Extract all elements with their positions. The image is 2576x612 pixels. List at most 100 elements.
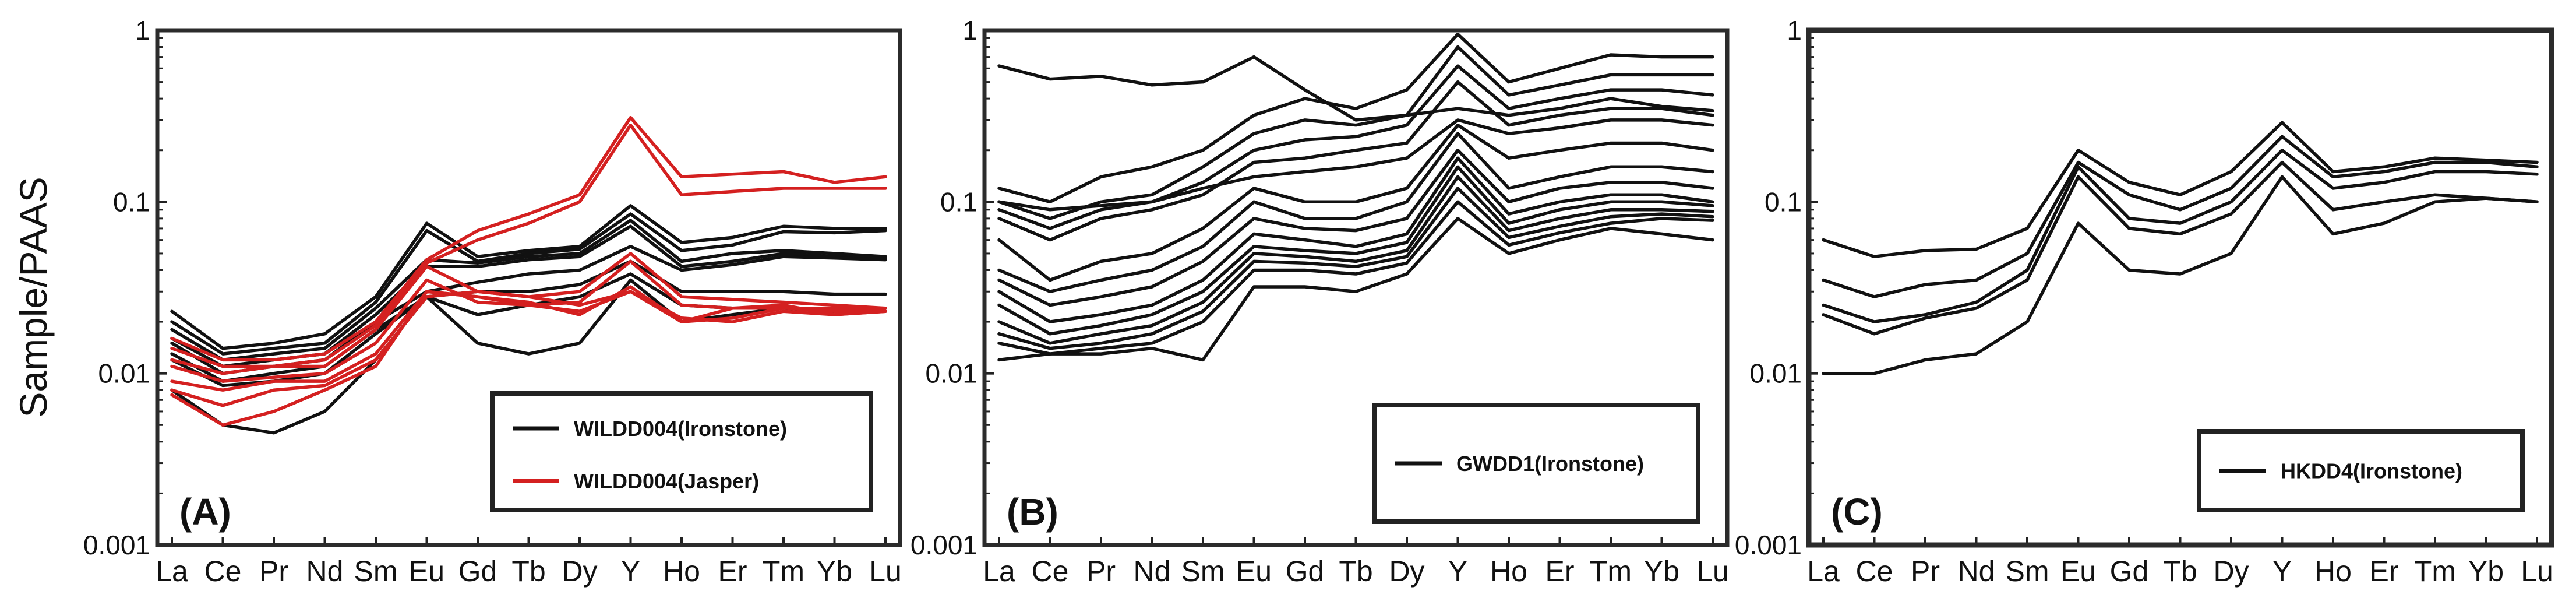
y-axis-label: Sample/PAAS: [12, 177, 55, 417]
legend-entry-label: GWDD1(Ironstone): [1456, 452, 1644, 476]
x-tick-label-ho: Ho: [2314, 555, 2352, 588]
x-tick-label-ce: Ce: [204, 555, 242, 588]
y-tick-label: 0.01: [925, 358, 978, 389]
series-line-jasper-15: [170, 290, 887, 427]
y-tick-label: 0.01: [1749, 358, 1802, 389]
x-tick-label-la: La: [983, 555, 1015, 588]
series-line-ironstone-1: [997, 55, 1714, 122]
series-line-ironstone-9: [997, 148, 1714, 307]
x-tick-label-tm: Tm: [763, 555, 804, 588]
x-tick-label-dy: Dy: [2213, 555, 2249, 588]
series-line-ironstone-7: [997, 123, 1714, 282]
series-line-ironstone-1: [170, 204, 887, 350]
x-tick-label-eu: Eu: [1236, 555, 1272, 588]
x-tick-label-nd: Nd: [306, 555, 344, 588]
series-line-ironstone-2: [1822, 135, 2539, 298]
x-tick-label-ho: Ho: [663, 555, 700, 588]
series-line-ironstone-3: [997, 45, 1714, 220]
y-tick-label: 1: [135, 15, 150, 45]
x-tick-label-dy: Dy: [1389, 555, 1424, 588]
x-tick-label-ce: Ce: [1856, 555, 1893, 588]
y-tick-label: 0.1: [113, 187, 150, 217]
legend-entry-label: WILDD004(Ironstone): [574, 417, 787, 441]
series-line-jasper-12: [170, 259, 887, 383]
y-tick-label: 0.1: [1765, 187, 1802, 217]
plot-frame: [1806, 27, 2554, 548]
series-line-ironstone-4: [1822, 160, 2539, 336]
legend-box: [490, 391, 873, 512]
series-line-ironstone-5: [997, 80, 1714, 242]
x-tick-label-gd: Gd: [1286, 555, 1325, 588]
x-tick-label-nd: Nd: [1134, 555, 1171, 588]
x-tick-label-y: Y: [2272, 555, 2292, 588]
x-tick-label-eu: Eu: [409, 555, 444, 588]
x-tick-label-tb: Tb: [1339, 555, 1372, 588]
series-line-ironstone-6: [997, 118, 1714, 212]
x-tick-label-lu: Lu: [2521, 555, 2553, 588]
x-tick-label-la: La: [156, 555, 188, 588]
x-tick-label-sm: Sm: [2006, 555, 2049, 588]
series-line-ironstone-3: [170, 219, 887, 362]
y-tick-label: 1: [1787, 15, 1802, 45]
series-line-ironstone-11: [997, 165, 1714, 336]
x-tick-label-yb: Yb: [1644, 555, 1679, 588]
x-tick-label-dy: Dy: [562, 555, 597, 588]
x-tick-label-er: Er: [2370, 555, 2399, 588]
x-tick-label-tm: Tm: [2414, 555, 2456, 588]
series-line-ironstone-15: [997, 217, 1714, 362]
series-line-jasper-14: [170, 290, 887, 407]
plot-frame: [982, 28, 1730, 547]
x-tick-label-ce: Ce: [1032, 555, 1069, 588]
series-line-jasper-13: [170, 285, 887, 392]
panel-label: (B): [1007, 491, 1058, 533]
legend-entry-label: HKDD4(Ironstone): [2281, 459, 2462, 483]
series-line-ironstone-8: [997, 132, 1714, 293]
series-line-ironstone-4: [997, 64, 1714, 230]
panel-label: (A): [179, 491, 231, 533]
x-tick-label-y: Y: [621, 555, 640, 588]
y-tick-label: 0.001: [911, 530, 978, 560]
panel-label: (C): [1831, 491, 1883, 533]
y-tick-label: 0.001: [83, 530, 150, 560]
x-tick-label-tm: Tm: [1590, 555, 1632, 588]
x-tick-label-pr: Pr: [1086, 555, 1116, 588]
series-line-ironstone-12: [997, 175, 1714, 345]
series-line-ironstone-2: [170, 212, 887, 356]
x-tick-label-gd: Gd: [458, 555, 497, 588]
series-line-ironstone-10: [997, 156, 1714, 323]
x-tick-label-lu: Lu: [869, 555, 902, 588]
y-tick-label: 1: [962, 15, 978, 45]
x-tick-label-la: La: [1807, 555, 1840, 588]
x-tick-label-yb: Yb: [2468, 555, 2504, 588]
x-tick-label-sm: Sm: [354, 555, 398, 588]
series-line-ironstone-13: [997, 187, 1714, 350]
series-line-ironstone-1: [1822, 121, 2539, 258]
legend-entry-label: WILDD004(Jasper): [574, 469, 759, 493]
series-line-jasper-9: [170, 115, 887, 362]
series-line-ironstone-6: [170, 259, 887, 383]
series-line-ironstone-2: [997, 32, 1714, 204]
x-tick-label-eu: Eu: [2060, 555, 2096, 588]
plot-frame: [155, 28, 902, 547]
x-tick-label-tb: Tb: [2163, 555, 2197, 588]
x-tick-label-pr: Pr: [259, 555, 288, 588]
x-tick-label-tb: Tb: [511, 555, 545, 588]
x-tick-label-er: Er: [1545, 555, 1575, 588]
x-tick-label-gd: Gd: [2110, 555, 2149, 588]
x-tick-label-y: Y: [1448, 555, 1467, 588]
x-tick-label-er: Er: [718, 555, 747, 588]
series-line-ironstone-14: [997, 200, 1714, 356]
series-line-ironstone-5: [1822, 175, 2539, 375]
y-tick-label: 0.01: [98, 358, 150, 389]
x-tick-label-yb: Yb: [817, 555, 852, 588]
series-line-jasper-10: [170, 123, 887, 368]
y-tick-label: 0.1: [940, 187, 978, 217]
x-tick-label-sm: Sm: [1181, 555, 1225, 588]
x-tick-label-nd: Nd: [1958, 555, 1995, 588]
x-tick-label-lu: Lu: [1696, 555, 1729, 588]
